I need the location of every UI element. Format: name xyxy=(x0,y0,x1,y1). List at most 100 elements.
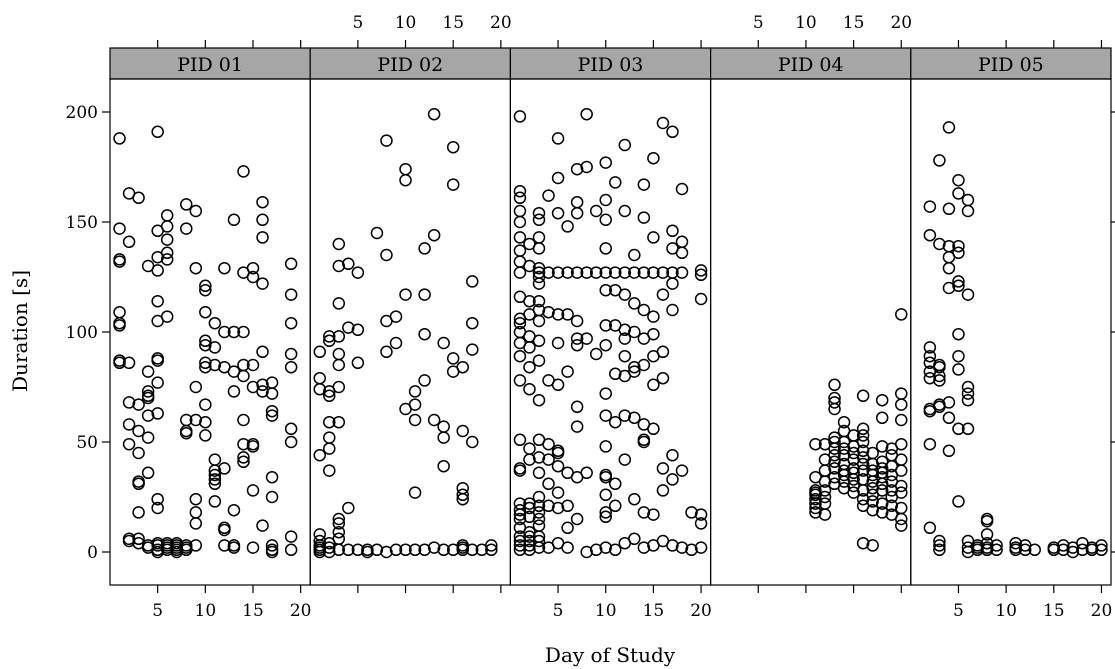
data-point xyxy=(456,492,469,506)
data-point xyxy=(895,413,908,427)
data-point xyxy=(113,132,126,145)
data-point xyxy=(351,266,365,279)
panel-strip-label: PID 02 xyxy=(377,54,443,76)
panel-frame xyxy=(109,78,311,586)
data-point xyxy=(609,176,622,189)
data-point xyxy=(456,424,469,438)
data-point xyxy=(551,206,565,220)
data-point xyxy=(847,473,860,486)
data-point xyxy=(618,453,632,466)
data-point xyxy=(818,484,832,497)
data-point xyxy=(866,539,879,552)
data-point xyxy=(389,543,403,557)
data-point xyxy=(246,541,260,554)
data-point xyxy=(542,189,555,202)
data-point xyxy=(513,184,527,198)
y-axis: 0 50 100 150 200 xyxy=(66,103,1115,563)
data-point xyxy=(818,508,832,521)
data-point xyxy=(551,336,565,350)
data-point xyxy=(408,385,422,398)
data-point xyxy=(856,444,870,458)
data-point xyxy=(980,514,994,528)
data-point xyxy=(389,310,403,323)
data-point xyxy=(342,543,355,557)
data-point xyxy=(895,479,908,493)
data-point xyxy=(647,378,660,392)
data-point xyxy=(618,138,632,152)
data-point xyxy=(427,541,441,554)
data-point xyxy=(694,292,708,306)
data-point xyxy=(933,369,946,383)
data-point xyxy=(284,543,298,557)
y-tick-label: 150 xyxy=(66,213,98,233)
data-point xyxy=(933,360,946,374)
data-point xyxy=(990,543,1003,557)
data-point xyxy=(561,365,574,378)
data-point xyxy=(589,347,603,361)
data-point xyxy=(589,204,603,218)
data-point xyxy=(895,486,908,499)
data-point xyxy=(199,283,212,297)
data-point xyxy=(113,319,126,332)
data-point xyxy=(370,226,384,240)
data-point xyxy=(837,415,851,429)
data-point xyxy=(313,448,326,462)
data-point xyxy=(580,160,593,174)
data-point xyxy=(237,325,250,339)
data-point xyxy=(265,387,279,400)
data-point xyxy=(189,204,203,218)
data-point xyxy=(1028,543,1041,557)
data-point xyxy=(647,310,660,323)
panel-strip-label: PID 03 xyxy=(578,54,644,76)
y-tick-label: 200 xyxy=(66,103,98,123)
data-point xyxy=(132,506,145,519)
data-point xyxy=(856,389,870,403)
data-point xyxy=(923,371,937,385)
data-point xyxy=(1009,536,1022,550)
data-point xyxy=(637,266,651,279)
data-point xyxy=(532,206,546,220)
x-tick-label: 20 xyxy=(1091,601,1113,621)
data-point xyxy=(609,367,622,381)
data-point xyxy=(561,521,574,535)
data-point xyxy=(113,222,126,235)
data-point xyxy=(942,281,956,295)
data-point xyxy=(666,125,679,139)
data-point xyxy=(561,266,574,279)
x-tick-label: 10 xyxy=(595,601,617,621)
data-point xyxy=(637,303,651,317)
data-point xyxy=(656,462,670,475)
data-point xyxy=(113,356,126,370)
data-point xyxy=(675,464,689,477)
data-point xyxy=(942,411,956,425)
data-point xyxy=(542,499,555,513)
data-point xyxy=(227,385,241,398)
data-point xyxy=(599,470,612,484)
data-point xyxy=(923,437,937,451)
data-point xyxy=(599,266,612,279)
y-tick-label: 50 xyxy=(76,433,98,453)
panel-3: PID 03 5 10 15 20 xyxy=(509,40,712,621)
data-point xyxy=(342,257,355,271)
data-point xyxy=(532,354,546,367)
data-point xyxy=(513,374,527,387)
data-point xyxy=(513,204,527,218)
data-point xyxy=(570,400,584,414)
data-point xyxy=(265,539,279,552)
data-point xyxy=(160,220,174,233)
data-point xyxy=(628,297,641,310)
data-point xyxy=(542,266,555,279)
data-point xyxy=(675,246,689,260)
data-point xyxy=(875,440,889,453)
data-point xyxy=(666,448,679,462)
panel-5: PID 05 5 10 15 20 xyxy=(910,40,1113,621)
data-point xyxy=(532,451,546,464)
x-tick-label-top: 20 xyxy=(490,13,512,33)
data-point xyxy=(866,503,879,517)
data-point xyxy=(895,437,908,451)
data-point xyxy=(1018,543,1032,557)
data-point xyxy=(809,506,822,519)
data-point xyxy=(942,444,956,458)
data-point xyxy=(237,451,250,464)
